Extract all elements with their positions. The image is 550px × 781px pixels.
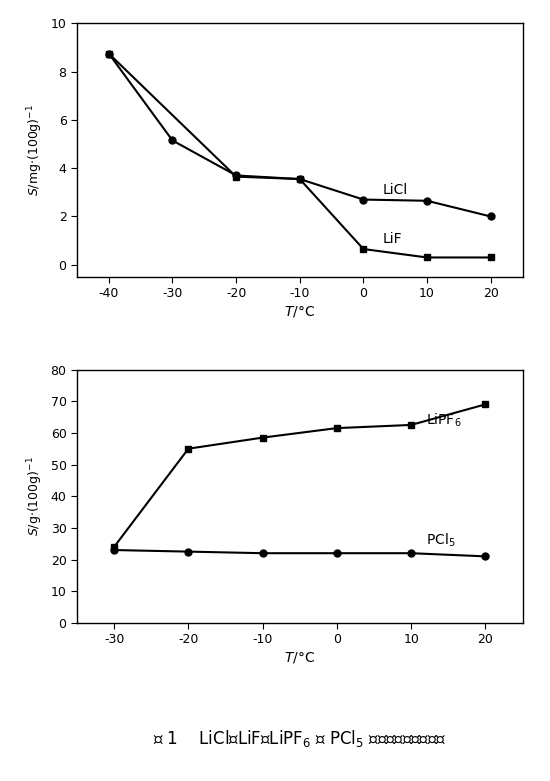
Y-axis label: $S$/g$\cdot$(100g)$^{-1}$: $S$/g$\cdot$(100g)$^{-1}$ bbox=[25, 456, 45, 536]
Text: 图 1    LiCl、LiF、LiPF$_6$ 和 PCl$_5$ 在乙醚中溶解度曲线: 图 1 LiCl、LiF、LiPF$_6$ 和 PCl$_5$ 在乙醚中溶解度曲… bbox=[153, 728, 446, 748]
X-axis label: $T$/°C: $T$/°C bbox=[284, 305, 315, 319]
Y-axis label: $S$/mg$\cdot$(100g)$^{-1}$: $S$/mg$\cdot$(100g)$^{-1}$ bbox=[25, 104, 45, 196]
Text: PCl$_5$: PCl$_5$ bbox=[426, 532, 455, 549]
Text: LiCl: LiCl bbox=[382, 183, 408, 197]
Text: LiF: LiF bbox=[382, 233, 402, 246]
X-axis label: $T$/°C: $T$/°C bbox=[284, 651, 315, 665]
Text: LiPF$_6$: LiPF$_6$ bbox=[426, 412, 461, 429]
